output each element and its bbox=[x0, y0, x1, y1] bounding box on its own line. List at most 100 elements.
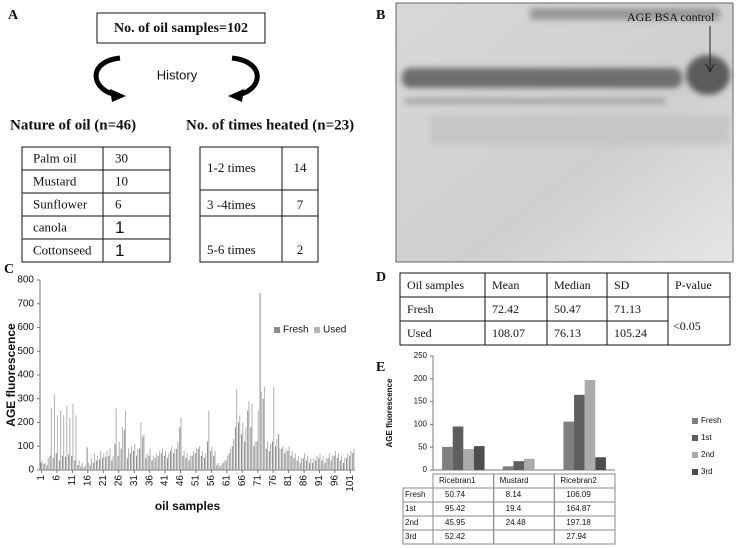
bar bbox=[318, 458, 320, 470]
bar bbox=[325, 458, 327, 470]
table-row-label: 2nd bbox=[405, 518, 418, 527]
bar bbox=[58, 460, 60, 470]
bar bbox=[452, 426, 464, 470]
cell-text: Palm oil bbox=[33, 150, 77, 165]
legend-label: Used bbox=[323, 325, 346, 336]
arrow bbox=[231, 55, 260, 98]
cell-text: 10 bbox=[115, 173, 128, 188]
bar bbox=[68, 454, 70, 470]
table-header: Ricebran2 bbox=[560, 476, 597, 485]
bar bbox=[173, 453, 175, 470]
bar bbox=[151, 460, 153, 470]
table-cell bbox=[102, 146, 171, 171]
bar bbox=[256, 441, 258, 470]
bar bbox=[271, 441, 273, 470]
bar bbox=[186, 453, 188, 470]
bar bbox=[584, 380, 596, 470]
gel-bands bbox=[402, 8, 730, 145]
y-tick-label: 150 bbox=[414, 397, 428, 406]
y-axis-label: AGE fluorescence bbox=[385, 378, 394, 447]
header-text: SD bbox=[614, 278, 630, 292]
bar bbox=[170, 451, 172, 470]
bar bbox=[208, 410, 210, 470]
bar bbox=[100, 451, 102, 470]
stats-table: Oil samples Mean Median SD P-value Fresh 72.42… bbox=[399, 272, 731, 346]
bar bbox=[117, 455, 119, 470]
bar bbox=[92, 462, 94, 470]
bar bbox=[53, 394, 55, 470]
cell-text: 6 bbox=[115, 196, 122, 211]
bar bbox=[225, 460, 227, 470]
bar bbox=[136, 455, 138, 470]
nature-title: Nature of oil (n=46) bbox=[10, 117, 136, 133]
bar bbox=[168, 453, 170, 470]
bar bbox=[352, 453, 354, 470]
bar bbox=[241, 434, 243, 470]
bar bbox=[83, 467, 85, 470]
bar bbox=[270, 443, 272, 470]
bar bbox=[266, 441, 269, 470]
bar bbox=[263, 386, 265, 470]
bar bbox=[316, 455, 318, 470]
bar bbox=[304, 453, 306, 470]
bar bbox=[183, 451, 185, 470]
bar bbox=[75, 415, 77, 470]
cell-text: 7 bbox=[297, 197, 304, 212]
bar bbox=[115, 408, 117, 470]
bar bbox=[214, 451, 216, 470]
bar bbox=[242, 422, 244, 470]
table-row-label: Fresh bbox=[405, 490, 425, 499]
panel-label: B bbox=[376, 8, 385, 23]
bar bbox=[176, 448, 178, 470]
x-tick-label: 91 bbox=[314, 475, 325, 487]
bar bbox=[210, 451, 212, 470]
cell-text: 14 bbox=[294, 160, 308, 175]
bar bbox=[502, 466, 514, 470]
bar bbox=[89, 465, 91, 470]
bar bbox=[182, 455, 184, 470]
bar bbox=[195, 448, 197, 470]
gel-annotation: AGE BSA control bbox=[627, 10, 715, 24]
bar bbox=[148, 455, 150, 470]
bar bbox=[473, 446, 485, 470]
bar bbox=[123, 429, 125, 470]
table-cell bbox=[553, 529, 616, 545]
bar bbox=[158, 451, 160, 470]
x-tick-label: 21 bbox=[98, 475, 109, 487]
x-tick-label: 31 bbox=[129, 475, 140, 487]
bar bbox=[145, 458, 147, 470]
bar bbox=[251, 403, 253, 470]
bar bbox=[248, 401, 250, 470]
bar bbox=[105, 456, 107, 470]
header-text: Mean bbox=[492, 278, 519, 292]
bar bbox=[60, 410, 62, 470]
table-cell bbox=[102, 192, 171, 217]
bar bbox=[66, 405, 68, 470]
cell-text: 3 -4times bbox=[207, 197, 256, 212]
bar bbox=[49, 455, 51, 470]
y-tick-label: 600 bbox=[17, 322, 34, 333]
bar bbox=[174, 448, 176, 470]
bar bbox=[52, 458, 54, 470]
bar bbox=[312, 462, 314, 470]
bar bbox=[65, 456, 67, 470]
bar bbox=[328, 453, 330, 470]
bar bbox=[331, 455, 333, 470]
bar bbox=[353, 448, 355, 470]
bar bbox=[310, 458, 312, 470]
bar bbox=[120, 448, 122, 470]
bar bbox=[253, 446, 255, 470]
y-tick-label: 400 bbox=[17, 370, 34, 381]
bar bbox=[291, 451, 293, 470]
y-tick-label: 700 bbox=[17, 298, 34, 309]
bar bbox=[155, 453, 157, 470]
header-text: Oil samples bbox=[407, 278, 464, 292]
bar bbox=[114, 443, 116, 470]
cell-text: 50.47 bbox=[554, 302, 581, 316]
legend-label: 1st bbox=[701, 433, 712, 442]
bar bbox=[118, 441, 120, 470]
table-cell bbox=[102, 238, 171, 263]
table-value: 27.94 bbox=[566, 532, 587, 541]
bar bbox=[202, 451, 204, 470]
table-value: 8.14 bbox=[506, 490, 522, 499]
